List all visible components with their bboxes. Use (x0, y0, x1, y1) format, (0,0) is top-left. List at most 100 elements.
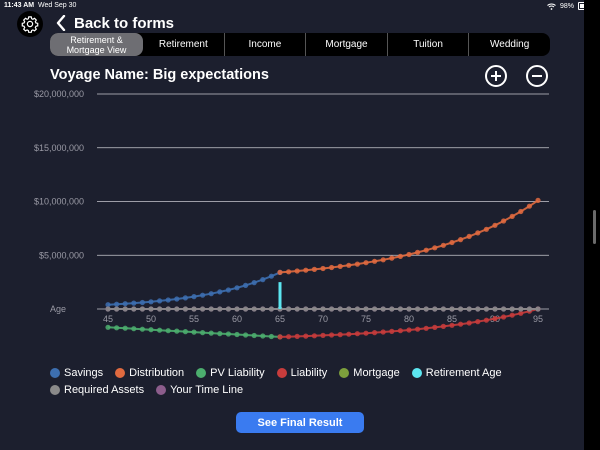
legend-label: Required Assets (64, 384, 145, 396)
series-point (415, 326, 421, 332)
voyage-title: Voyage Name: Big expectations (50, 67, 269, 83)
series-point (182, 329, 188, 335)
series-point (165, 306, 171, 312)
settings-button[interactable] (17, 11, 43, 37)
series-point (501, 314, 507, 320)
series-point (458, 306, 464, 312)
series-point (208, 330, 214, 336)
series-point (122, 325, 128, 331)
legend-item: Your Time Line (156, 384, 243, 396)
series-point (389, 306, 395, 312)
tab-label: Tuition (413, 38, 443, 50)
legend-swatch (196, 368, 207, 378)
wifi-icon (547, 3, 556, 10)
series-point (432, 324, 438, 330)
x-tick-label: 65 (275, 314, 285, 324)
series-point (191, 329, 197, 335)
series-point (174, 296, 180, 302)
series-point (466, 320, 472, 326)
series-point (483, 317, 489, 323)
series-point (148, 299, 154, 305)
series-point (294, 306, 300, 312)
series-point (492, 222, 498, 228)
x-tick-label: 60 (232, 314, 242, 324)
tab-income[interactable]: Income (225, 33, 307, 56)
series-point (200, 330, 206, 336)
series-point (311, 333, 317, 339)
series-point (225, 306, 231, 312)
x-tick-label: 80 (404, 314, 414, 324)
series-point (157, 306, 163, 312)
chart-legend: Savings Distribution PV Liability Liability… (50, 365, 520, 399)
series-point (320, 332, 326, 338)
series-point (200, 292, 206, 298)
series-point (389, 328, 395, 334)
scroll-handle[interactable] (593, 210, 596, 244)
series-point (251, 280, 257, 286)
series-point (458, 237, 464, 243)
series-point (311, 266, 317, 272)
series-point (501, 218, 507, 224)
series-point (346, 331, 352, 337)
legend-item: Retirement Age (411, 367, 502, 379)
tab-retirement[interactable]: Retirement (143, 33, 225, 56)
status-time: 11:43 AM (4, 2, 35, 9)
y-tick-label: $10,000,000 (34, 197, 84, 207)
y-tick-label: $15,000,000 (34, 143, 84, 153)
zoom-out-button[interactable] (526, 65, 548, 87)
tab-retirement-mortgage-view[interactable]: Retirement & Mortgage View (50, 33, 143, 56)
zoom-in-button[interactable] (485, 65, 507, 87)
series-point (122, 301, 128, 307)
series-point (406, 251, 412, 258)
series-point (449, 239, 455, 246)
x-tick-label: 85 (447, 314, 457, 324)
series-point (217, 331, 223, 337)
x-tick-label: 45 (103, 314, 113, 324)
series-point (251, 306, 257, 312)
series-point (225, 287, 231, 293)
series-point (105, 324, 111, 330)
series-point (174, 306, 180, 312)
series-point (509, 306, 515, 312)
legend-swatch (339, 368, 350, 378)
series-point (277, 269, 283, 275)
legend-swatch (156, 385, 167, 395)
legend-item: Liability (276, 367, 327, 379)
series-point (320, 265, 326, 272)
legend-label: Mortgage (353, 367, 400, 379)
series-point (432, 306, 438, 312)
series-point (157, 327, 163, 333)
series-point (363, 260, 369, 266)
x-axis-label: Age (50, 304, 66, 314)
tab-mortgage[interactable]: Mortgage (306, 33, 388, 56)
series-point (105, 306, 111, 312)
tab-wedding[interactable]: Wedding (469, 33, 550, 56)
legend-label: Retirement Age (425, 367, 502, 379)
legend-item: Mortgage (339, 367, 400, 379)
series-point (354, 306, 360, 312)
series-point (225, 331, 231, 337)
series-point (174, 328, 180, 334)
tab-label: Mortgage (325, 38, 368, 50)
legend-item: PV Liability (196, 367, 265, 379)
series-point (535, 306, 541, 312)
series-point (131, 300, 137, 306)
series-point (518, 310, 524, 316)
status-date: Wed Sep 30 (38, 2, 77, 9)
series-line (107, 271, 281, 306)
back-to-forms-button[interactable]: Back to forms (56, 12, 174, 34)
series-point (294, 333, 300, 339)
series-point (105, 302, 111, 308)
series-point (286, 269, 292, 275)
series-point (260, 277, 266, 283)
series-point (165, 328, 171, 334)
legend-item: Savings (50, 367, 103, 379)
legend-row: Required Assets Your Time Line (50, 382, 520, 398)
y-tick-label: $20,000,000 (34, 89, 84, 99)
series-point (286, 334, 292, 340)
series-point (131, 306, 137, 312)
series-point (363, 330, 369, 336)
tab-tuition[interactable]: Tuition (388, 33, 470, 56)
series-point (440, 242, 446, 248)
see-final-result-button[interactable]: See Final Result (236, 412, 364, 433)
